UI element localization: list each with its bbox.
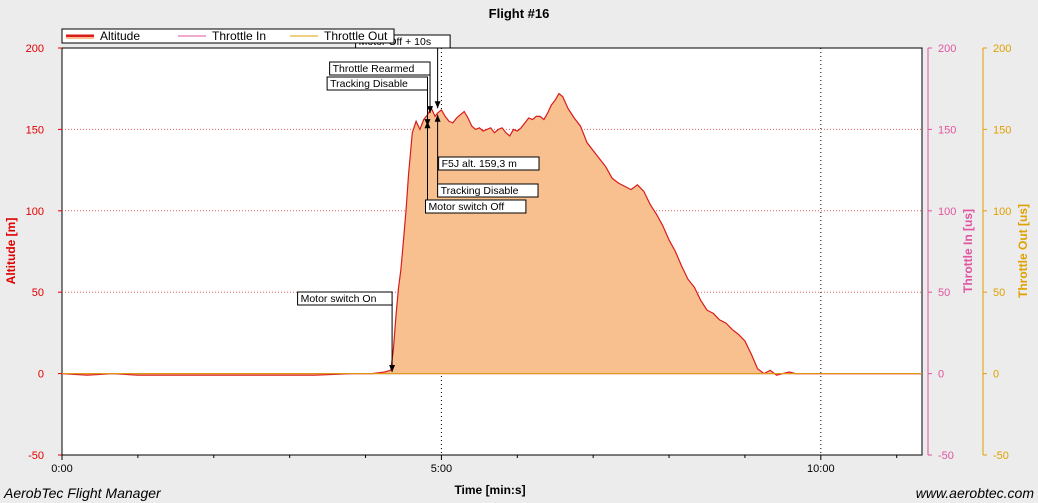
y3-tick-label: 150 <box>993 124 1011 136</box>
ann-motor-off-box <box>425 199 527 214</box>
y-tick-label: 150 <box>26 124 44 136</box>
axes: -50 0 50 100 150 200 -50 0 50 100 150 200 -50 0 50 100 1… <box>26 43 1012 475</box>
legend-label: Throttle In <box>212 29 266 43</box>
ann-motor-on-arrow <box>389 364 396 372</box>
chart-title: Flight #16 <box>489 6 550 21</box>
series-layer <box>61 92 922 376</box>
ann-motor-off-label: Motor switch Off <box>429 201 505 213</box>
y3-tick-label: 0 <box>993 369 999 381</box>
y3-tick-label: 50 <box>993 287 1005 299</box>
ann-rearmed-label: Throttle Rearmed <box>333 63 415 75</box>
ann-tracking-1-label: Tracking Disable <box>330 78 408 90</box>
brand-text: AerobTec Flight Manager <box>4 485 161 501</box>
ann-motor-off10-arrow <box>434 101 441 109</box>
ann-motor-on-box <box>297 291 393 306</box>
legend-box <box>61 28 395 44</box>
y2-tick-label: 0 <box>938 369 944 381</box>
ann-f5j-box <box>438 156 540 171</box>
ann-tracking-2-label: Tracking Disable <box>441 185 519 197</box>
legend-label: Altitude <box>100 29 140 43</box>
y2-axis-label: Throttle In [us] <box>961 209 975 293</box>
website-text: www.aerobtec.com <box>915 485 1034 501</box>
x-tick-label: 0:00 <box>51 463 72 475</box>
y3-tick-label: 100 <box>993 206 1011 218</box>
y-axis-label: Altitude [m] <box>4 218 18 285</box>
ann-motor-on-label: Motor switch On <box>301 293 377 305</box>
y2-tick-label: -50 <box>938 450 954 462</box>
ann-tracking-2-arrow <box>434 114 441 122</box>
ann-tracking-2-box <box>437 183 539 198</box>
y2-tick-label: 50 <box>938 287 950 299</box>
y2-tick-label: 100 <box>938 206 956 218</box>
x-tick-label: 10:00 <box>807 463 835 475</box>
y3-axis-label: Throttle Out [us] <box>1016 204 1030 298</box>
ann-rearmed-box <box>329 61 431 76</box>
y3-tick-label: -50 <box>993 450 1009 462</box>
ann-motor-off-arrow <box>424 121 431 129</box>
legend: Altitude Throttle In Throttle Out <box>61 28 395 44</box>
legend-label: Throttle Out <box>324 29 388 43</box>
x-tick-label: 5:00 <box>431 463 452 475</box>
y2-tick-label: 200 <box>938 43 956 55</box>
y2-tick-label: 150 <box>938 124 956 136</box>
y-tick-label: 0 <box>38 369 44 381</box>
ann-f5j-label: F5J alt. 159,3 m <box>442 158 518 170</box>
y3-tick-label: 200 <box>993 43 1011 55</box>
y-tick-label: 50 <box>32 287 44 299</box>
ann-tracking-1-box <box>326 76 429 91</box>
y-tick-label: 200 <box>26 43 44 55</box>
x-axis-label: Time [min:s] <box>454 483 525 497</box>
y-tick-label: 100 <box>26 206 44 218</box>
ann-rearmed-arrow <box>427 106 434 114</box>
altitude-area <box>62 93 922 376</box>
y-tick-label: -50 <box>28 450 44 462</box>
